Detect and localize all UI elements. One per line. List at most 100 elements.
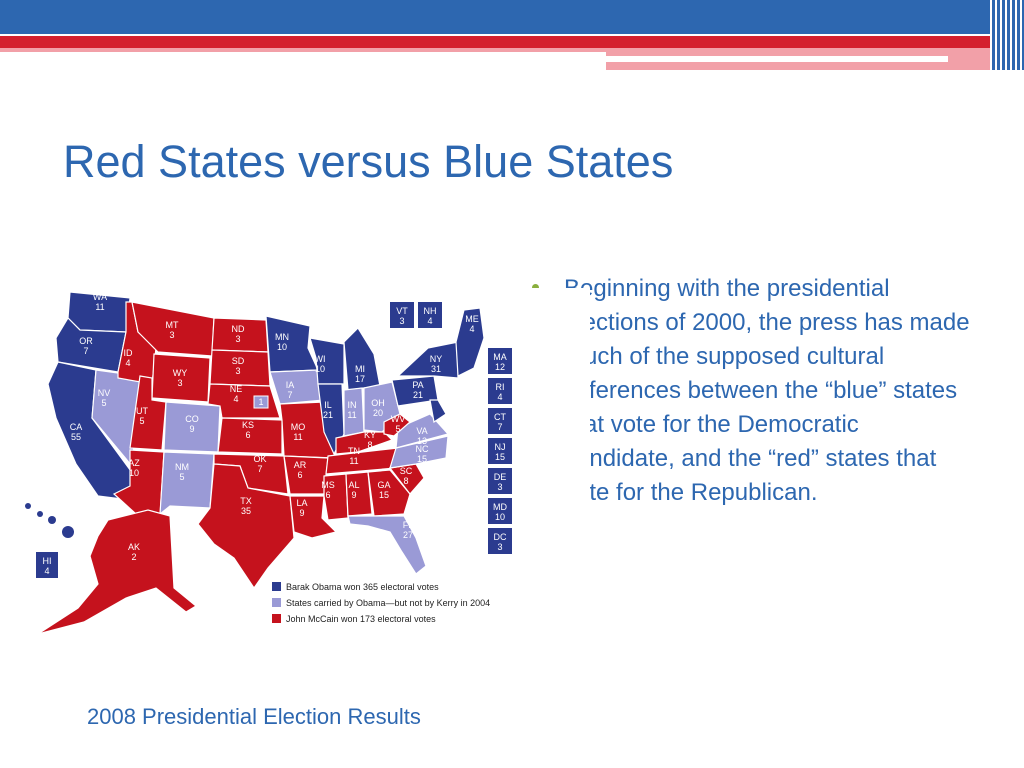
state-votes-mo: 11: [293, 432, 302, 442]
box-votes-ri: 4: [497, 392, 502, 402]
box-label-vt: VT: [396, 306, 408, 316]
state-AK: [37, 509, 198, 635]
state-NM: [159, 451, 215, 516]
box-label-de: DE: [494, 472, 507, 482]
state-WV: [383, 413, 411, 437]
state-votes-ut: 5: [139, 416, 144, 426]
box-votes-ma: 12: [495, 362, 505, 372]
state-votes-ne: 4: [233, 394, 238, 404]
state-label-nv: NV: [98, 388, 111, 398]
state-votes-id: 4: [125, 358, 130, 368]
hawaii-island: [48, 516, 56, 524]
box-dc: [488, 528, 512, 554]
state-votes-ak: 2: [131, 552, 136, 562]
state-label-nm: NM: [175, 462, 189, 472]
election-map-svg: 1 WA11OR7CA55NV5ID4MT3WY3UT5AZ10CO9NM5ND…: [25, 291, 512, 635]
header-pink-bar: [0, 48, 606, 52]
state-votes-ar: 6: [297, 470, 302, 480]
state-KS: [217, 417, 283, 455]
state-label-ms: MS: [321, 480, 335, 490]
state-MI: [343, 327, 381, 391]
state-label-tx: TX: [240, 496, 252, 506]
state-label-id: ID: [124, 348, 134, 358]
state-votes-wa: 11: [95, 302, 104, 312]
state-label-pa: PA: [412, 380, 423, 390]
state-votes-fl: 27: [403, 530, 413, 540]
box-votes-md: 10: [495, 512, 505, 522]
header-pink-tab-inner: [606, 56, 948, 62]
state-votes-hi: 4: [44, 566, 49, 576]
state-label-ne: NE: [230, 384, 243, 394]
state-label-la: LA: [296, 498, 307, 508]
state-label-ok: OK: [253, 454, 266, 464]
state-votes-nc: 15: [417, 454, 427, 464]
state-label-al: AL: [348, 480, 359, 490]
ne-split-votes: 1: [258, 397, 263, 407]
state-label-wy: WY: [173, 368, 188, 378]
state-KY: [335, 431, 394, 455]
state-votes-co: 9: [189, 424, 194, 434]
bullet-dot-icon: [532, 284, 539, 291]
state-label-hi: HI: [43, 556, 52, 566]
legend-swatch-obama: [272, 582, 281, 591]
state-label-az: AZ: [128, 458, 140, 468]
state-label-sd: SD: [232, 356, 245, 366]
state-votes-nd: 3: [235, 334, 240, 344]
hawaii-island: [62, 526, 74, 538]
state-FL: [347, 515, 427, 575]
legend-swatch-mccain: [272, 614, 281, 623]
box-ma: [488, 348, 512, 374]
state-label-sc: SC: [400, 466, 413, 476]
state-label-il: IL: [324, 400, 332, 410]
box-ri: [488, 378, 512, 404]
state-votes-tx: 35: [241, 506, 251, 516]
state-votes-az: 10: [129, 468, 139, 478]
map-caption: 2008 Presidential Election Results: [87, 704, 421, 729]
box-votes-ct: 7: [497, 422, 502, 432]
state-votes-nm: 5: [179, 472, 184, 482]
state-label-nd: ND: [232, 324, 245, 334]
state-NC: [389, 435, 449, 469]
header-blue-bar: [0, 0, 1024, 34]
state-votes-pa: 21: [413, 390, 423, 400]
slide-title: Red States versus Blue States: [63, 136, 674, 187]
state-votes-in: 11: [347, 410, 356, 420]
header-stripes: [990, 0, 1024, 70]
state-votes-al: 9: [351, 490, 356, 500]
bullet-text: Beginning with the presidential election…: [564, 275, 970, 506]
legend-obama: Barak Obama won 365 electoral votes: [286, 582, 439, 592]
state-votes-ok: 7: [257, 464, 262, 474]
box-nh: [418, 302, 442, 328]
header-red-bar: [0, 36, 1024, 48]
state-label-ut: UT: [136, 406, 148, 416]
state-votes-me: 4: [469, 324, 474, 334]
bullet-item: Beginning with the presidential election…: [532, 272, 972, 510]
state-votes-ca: 55: [71, 432, 81, 442]
box-votes-vt: 3: [399, 316, 404, 326]
state-NY: [396, 341, 459, 379]
box-label-md: MD: [493, 502, 507, 512]
box-label-ri: RI: [496, 382, 505, 392]
state-votes-wy: 3: [177, 378, 182, 388]
state-MS: [323, 473, 349, 521]
box-label-ma: MA: [493, 352, 507, 362]
state-AL: [345, 471, 373, 517]
state-votes-tn: 11: [349, 456, 358, 466]
state-GA: [367, 469, 411, 517]
box-votes-de: 3: [497, 482, 502, 492]
state-votes-ga: 15: [379, 490, 389, 500]
state-label-ks: KS: [242, 420, 254, 430]
state-votes-ks: 6: [245, 430, 250, 440]
legend-swatch-flipped: [272, 598, 281, 607]
state-votes-sd: 3: [235, 366, 240, 376]
state-label-ga: GA: [377, 480, 390, 490]
state-label-ky: KY: [364, 430, 376, 440]
state-votes-ky: 8: [367, 440, 372, 450]
legend-flipped: States carried by Obama—but not by Kerry…: [286, 598, 490, 608]
state-votes-va: 13: [417, 436, 427, 446]
state-label-wi: WI: [315, 354, 326, 364]
box-ct: [488, 408, 512, 434]
state-label-ny: NY: [430, 354, 443, 364]
state-VA: [395, 413, 450, 449]
state-votes-wv: 5: [395, 424, 400, 434]
